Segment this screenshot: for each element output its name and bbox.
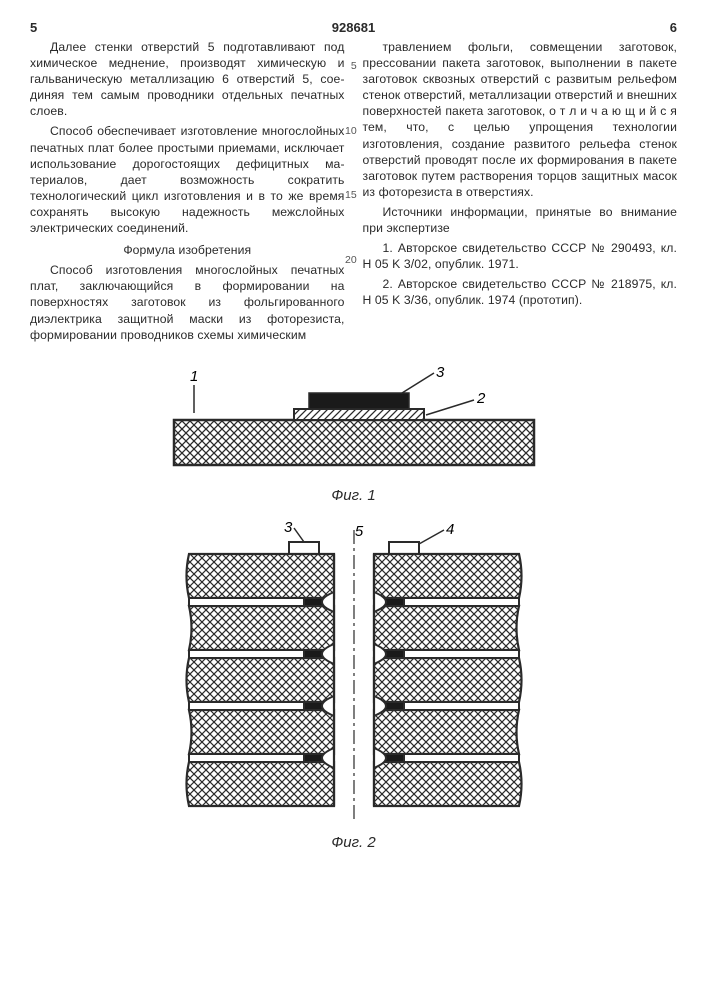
callout-5: 5	[354, 523, 363, 540]
line-number: 10	[345, 121, 357, 142]
paragraph: Способ изготовления многослойных печатны…	[30, 262, 345, 342]
fig2-right-stack	[374, 542, 522, 806]
callout-4: 4	[446, 522, 454, 538]
left-column: Далее стенки отверстий 5 подго­тавливают…	[30, 39, 345, 347]
page-col-right: 6	[670, 20, 677, 35]
line-number: 5	[345, 56, 357, 77]
callout-3: 3	[284, 522, 293, 536]
figure-2: 3 4 5	[134, 522, 574, 832]
callout-2: 2	[476, 390, 486, 407]
source-item: 2. Авторское свидетельство СССР № 218975…	[363, 276, 678, 308]
line-number: 15	[345, 185, 357, 206]
right-column: травлением фольги, совмещении заго­товок…	[363, 39, 678, 347]
figure-1: 1 3 2	[134, 365, 574, 485]
figure-2-label: Фиг. 2	[331, 834, 375, 851]
figure-1-label: Фиг. 1	[331, 487, 375, 504]
sources-heading: Источники информации, принятые во вниман…	[363, 204, 678, 236]
source-item: 1. Авторское свидетельство СССР № 290493…	[363, 240, 678, 272]
callout-1: 1	[190, 368, 198, 385]
fig2-left-stack	[186, 542, 334, 806]
paragraph: Далее стенки отверстий 5 подго­тавливают…	[30, 39, 345, 119]
callout-3: 3	[436, 365, 445, 381]
page-col-left: 5	[30, 20, 37, 35]
paragraph: травлением фольги, совмещении заго­товок…	[363, 39, 678, 200]
line-number-gutter: 5 10 15 20	[345, 56, 357, 270]
doc-number: 928681	[332, 20, 375, 35]
formula-heading: Формула изобретения	[30, 242, 345, 258]
paragraph: Способ обеспечивает изготовление многосл…	[30, 123, 345, 236]
line-number: 20	[345, 250, 357, 271]
